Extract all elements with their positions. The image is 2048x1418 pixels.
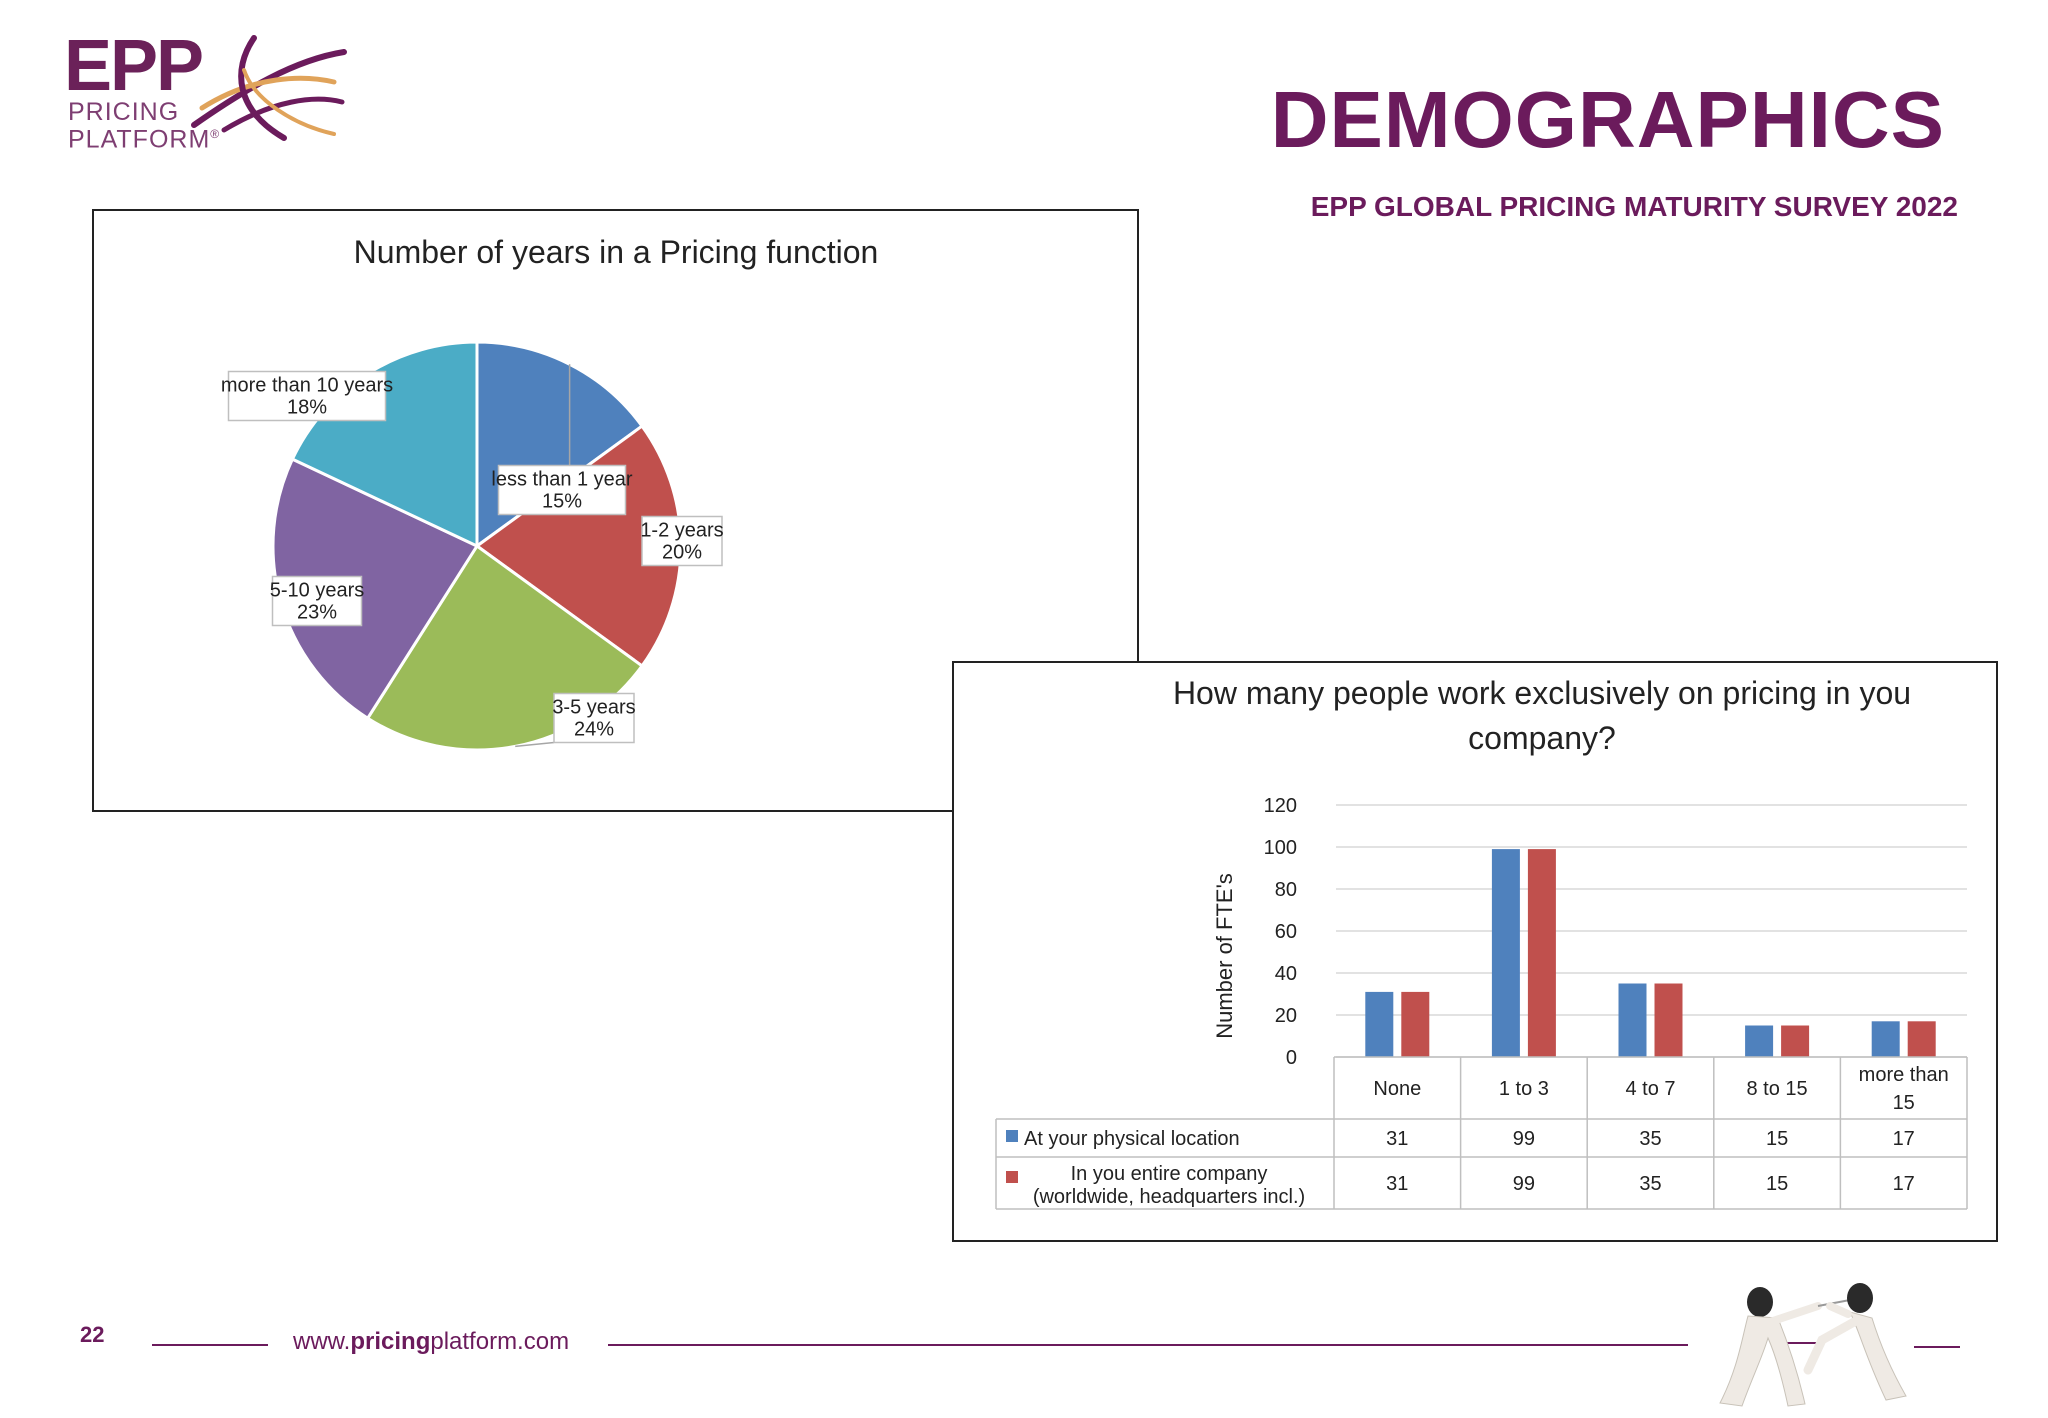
x-category-label: 8 to 15 (1747, 1078, 1808, 1100)
pie-leader-line (515, 741, 555, 748)
table-value: 35 (1639, 1173, 1661, 1195)
pie-label-box (271, 575, 363, 627)
bar-chart-title-line: company? (1468, 720, 1616, 756)
page-subtitle: EPP GLOBAL PRICING MATURITY SURVEY 2022 (1310, 191, 1958, 222)
footer-website-link[interactable]: www.pricingplatform.com (293, 1328, 570, 1355)
footer-divider (152, 1344, 268, 1346)
y-axis-label: Number of FTE's (1212, 873, 1237, 1039)
bar (1745, 1025, 1774, 1057)
bar-chart: How many people work exclusively on pric… (995, 675, 1968, 1210)
pie-slice-label: less than 1 year (491, 469, 633, 491)
legend-series-name: In you entire company (1071, 1163, 1268, 1185)
pie-chart-title: Number of years in a Pricing function (354, 234, 879, 270)
bar (1527, 849, 1556, 1057)
bar (1401, 991, 1430, 1057)
pie-slice-label: 3-5 years (552, 697, 635, 719)
pie-label-box (497, 464, 627, 516)
pie-slice-value: 23% (297, 602, 337, 624)
bar (1491, 849, 1520, 1057)
x-category-label: 4 to 7 (1625, 1078, 1675, 1100)
y-tick-label: 100 (1264, 837, 1297, 859)
pie-label-box (227, 370, 387, 422)
fencers-illustration (1719, 1283, 1907, 1407)
pie-slice-value: 20% (662, 542, 702, 564)
y-tick-label: 60 (1275, 921, 1297, 943)
table-value: 35 (1639, 1128, 1661, 1150)
legend-swatch (1006, 1130, 1018, 1142)
y-tick-label: 120 (1264, 795, 1297, 817)
table-value: 15 (1766, 1128, 1788, 1150)
pie-slice-value: 18% (287, 397, 327, 419)
bar (1871, 1021, 1900, 1057)
left-margin-strip (0, 0, 62, 1418)
bar (1654, 983, 1683, 1057)
y-tick-label: 40 (1275, 963, 1297, 985)
pie-chart: Number of years in a Pricing function le… (221, 234, 879, 752)
pie-slice-label: 1-2 years (640, 520, 723, 542)
y-tick-label: 80 (1275, 879, 1297, 901)
pie-slice-value: 24% (574, 719, 614, 741)
epp-logo: EPP PRICING PLATFORM® (64, 26, 347, 154)
x-category-label: 1 to 3 (1499, 1078, 1549, 1100)
legend-series-name: At your physical location (1024, 1128, 1240, 1150)
bar-chart-panel: How many people work exclusively on pric… (952, 661, 1998, 1242)
pie-slice-label: 5-10 years (270, 580, 365, 602)
logo-line-pricing: PRICING (68, 98, 180, 126)
bar (1618, 983, 1647, 1057)
x-category-label: 15 (1893, 1092, 1915, 1114)
pie-slice-label: more than 10 years (221, 375, 393, 397)
bar (1365, 991, 1394, 1057)
table-value: 31 (1386, 1173, 1408, 1195)
bar (1781, 1025, 1810, 1057)
page-number: 22 (80, 1322, 105, 1347)
legend-swatch (1006, 1171, 1018, 1183)
table-value: 99 (1513, 1173, 1535, 1195)
bar (1907, 1021, 1936, 1057)
bar-chart-title-line: How many people work exclusively on pric… (1173, 675, 1911, 711)
footer-divider (608, 1344, 1688, 1346)
legend-series-name: (worldwide, headquarters incl.) (1033, 1186, 1305, 1208)
table-value: 99 (1513, 1128, 1535, 1150)
x-category-label: more than (1859, 1064, 1949, 1086)
page-title: DEMOGRAPHICS (1270, 75, 1945, 164)
pie-slice-value: 15% (542, 491, 582, 513)
footer-divider (1786, 1342, 1824, 1344)
table-value: 17 (1893, 1128, 1915, 1150)
table-value: 17 (1893, 1173, 1915, 1195)
table-value: 31 (1386, 1128, 1408, 1150)
logo-wordmark: EPP (64, 26, 204, 106)
pie-label-box (641, 515, 723, 567)
y-tick-label: 20 (1275, 1005, 1297, 1027)
y-tick-label: 0 (1286, 1047, 1297, 1069)
footer-divider (1914, 1346, 1960, 1348)
logo-line-platform: PLATFORM® (68, 125, 221, 154)
table-value: 15 (1766, 1173, 1788, 1195)
pie-label-box (553, 692, 635, 744)
x-category-label: None (1373, 1078, 1421, 1100)
logo-swoosh-icon (191, 35, 347, 141)
